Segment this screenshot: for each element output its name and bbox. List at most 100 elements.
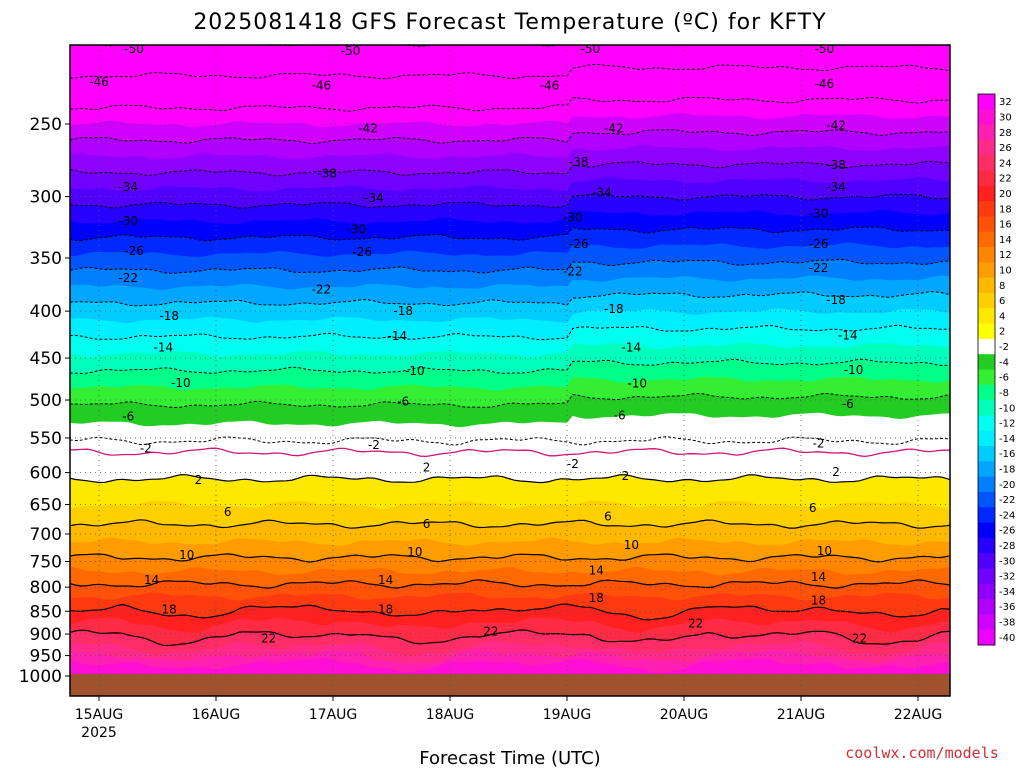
colorbar-swatch [978,507,995,524]
colorbar-swatch [978,277,995,294]
colorbar-swatch [978,292,995,309]
x-tick-label: 21AUG [777,707,826,723]
contour-label: -34 [364,191,384,205]
x-tick-label: 20AUG [660,707,709,723]
contour-label: -30 [563,210,583,224]
x-year-label: 2025 [81,725,117,741]
contour-label: 14 [589,563,604,577]
colorbar-label: 16 [999,220,1012,231]
colorbar-swatch [978,400,995,416]
colorbar-swatch [978,262,995,279]
y-tick-label: 450 [30,349,62,369]
colorbar-swatch [978,614,995,631]
y-tick-label: 250 [30,115,62,135]
colorbar-label: -36 [999,602,1015,613]
colorbar-label: -8 [999,388,1009,399]
colorbar-label: 18 [999,204,1012,215]
y-tick-label: 800 [30,578,62,598]
contour-label: -46 [540,79,560,93]
contour-label: -10 [627,377,647,391]
colorbar: 32 30 28 26 24 22 20 18 16 14 12 10 8 6 4 2 -2 -4 -6 -8 -10 -… [977,93,1015,646]
contour-label: -30 [118,214,138,228]
colorbar-label: -34 [999,587,1015,598]
contour-label: 10 [407,545,422,559]
y-tick-label: 400 [30,302,62,322]
contour-label: 2 [832,465,840,479]
contour-label: -46 [311,79,331,93]
colorbar-label: 24 [999,158,1012,169]
contour-14 [70,579,950,589]
colorbar-swatch [978,155,995,172]
contour-label: 14 [144,573,159,587]
contour-label: -22 [563,264,583,278]
contour-label: -2 [368,438,380,452]
contour-label: 10 [624,538,639,552]
contour-label: -50 [581,42,601,56]
contour-label: -50 [124,42,144,56]
colorbar-swatch [978,231,995,248]
colorbar-label: 10 [999,266,1012,277]
contour-label: -18 [604,302,624,316]
x-tick-label: 22AUG [894,707,943,723]
colorbar-label: -16 [999,449,1015,460]
y-tick-label: 750 [30,552,62,572]
contour-label: 6 [809,501,817,515]
colorbar-label: 32 [999,97,1012,108]
colorbar-swatch [978,583,995,600]
contour-label: 6 [423,517,431,531]
contour--34 [70,160,950,177]
contour-label: -42 [826,119,846,133]
y-tick-label: 900 [30,625,62,645]
contour-label: -22 [311,283,331,297]
colorbar-swatch [978,139,995,156]
contour-22 [70,629,950,647]
contour-label: 22 [852,631,867,645]
contour-label: -14 [388,329,408,343]
colorbar-label: 28 [999,128,1012,139]
colorbar-label: 4 [999,311,1005,322]
y-tick-label: 500 [30,391,62,411]
contour-label: -38 [826,158,846,172]
contour-label: -6 [614,409,626,423]
colorbar-swatch [978,491,995,508]
colorbar-label: -10 [999,403,1015,414]
colorbar-swatch [978,599,995,615]
colorbar-swatch [978,446,995,462]
contour-label: -30 [809,206,829,220]
colorbar-label: -4 [999,357,1009,368]
colorbar-label: -14 [999,434,1015,445]
colorbar-label: -18 [999,464,1015,475]
colorbar-label: -40 [999,633,1015,644]
colorbar-swatch [978,522,995,539]
contour--30 [70,193,950,209]
contour-label: 14 [378,573,393,587]
contour-label: 2 [423,460,431,474]
colorbar-swatch [978,338,995,355]
contour-label: -22 [809,261,829,275]
colorbar-label: 2 [999,327,1005,338]
contour-label: 18 [589,591,604,605]
colorbar-swatch [978,629,995,646]
contour-label: -46 [89,75,109,89]
contour-label: -34 [826,180,846,194]
contour-lines [70,45,950,647]
contour--10 [70,358,950,374]
colorbar-swatch [978,568,995,585]
colorbar-swatch [978,323,995,340]
colorbar-swatch [978,185,995,202]
colorbar-swatch [978,170,995,187]
credit-link[interactable]: coolwx.com/models [845,744,999,762]
colorbar-label: 14 [999,235,1012,246]
contour-label: -6 [122,409,134,423]
contour-label: 18 [162,602,177,616]
contour-0 [70,447,950,458]
contour-label: 10 [179,548,194,562]
plot-frame [69,44,951,697]
contour-label: -10 [171,376,191,390]
colorbar-swatch [978,216,995,233]
colorbar-swatch [978,354,995,370]
colorbar-swatch [978,537,995,554]
contour-label: -50 [815,42,835,56]
x-axis-title: Forecast Time (UTC) [419,748,600,768]
y-axis: 250 300 350 400 450 500 550 600 650 700 750 800 850 9… [19,115,70,687]
